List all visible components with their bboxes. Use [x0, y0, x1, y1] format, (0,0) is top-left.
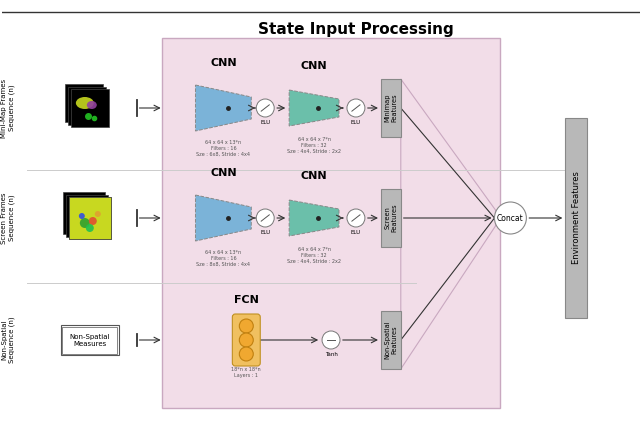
Text: Non-Spatial
Measures: Non-Spatial Measures [70, 333, 110, 346]
Circle shape [256, 209, 274, 227]
Text: 64 x 64 x 13*n
Filters : 16
Sze : 6x8, Stride : 4x4: 64 x 64 x 13*n Filters : 16 Sze : 6x8, S… [196, 140, 250, 157]
Text: Non-Spatial
Features: Non-Spatial Features [385, 321, 397, 359]
Text: Minimap
Features: Minimap Features [385, 94, 397, 123]
FancyBboxPatch shape [63, 192, 105, 234]
Text: ELU: ELU [351, 120, 361, 125]
Circle shape [86, 224, 94, 232]
FancyBboxPatch shape [68, 86, 106, 125]
FancyBboxPatch shape [69, 197, 111, 239]
Text: 64 x 64 x 13*n
Filters : 16
Sze : 8x8, Stride : 4x4: 64 x 64 x 13*n Filters : 16 Sze : 8x8, S… [196, 250, 250, 266]
FancyBboxPatch shape [65, 84, 103, 122]
Text: 18*n x 18*n
Layers : 1: 18*n x 18*n Layers : 1 [232, 367, 261, 378]
Text: Environment Features: Environment Features [572, 172, 580, 264]
Circle shape [80, 218, 90, 228]
Text: 64 x 64 x 7*n
Filters : 32
Sze : 4x4, Stride : 2x2: 64 x 64 x 7*n Filters : 32 Sze : 4x4, St… [287, 137, 341, 154]
FancyBboxPatch shape [69, 197, 111, 239]
FancyBboxPatch shape [61, 325, 118, 355]
Polygon shape [195, 195, 252, 241]
Polygon shape [195, 85, 252, 131]
Circle shape [347, 99, 365, 117]
Text: CNN: CNN [301, 171, 328, 181]
Polygon shape [401, 79, 495, 369]
Text: Concat: Concat [497, 213, 524, 223]
Polygon shape [289, 200, 339, 236]
Text: CNN: CNN [210, 58, 237, 68]
FancyBboxPatch shape [161, 38, 500, 408]
FancyBboxPatch shape [71, 89, 109, 127]
Circle shape [89, 217, 97, 225]
FancyBboxPatch shape [66, 195, 108, 237]
FancyBboxPatch shape [565, 118, 587, 318]
FancyBboxPatch shape [381, 79, 401, 137]
Text: ELU: ELU [260, 120, 270, 125]
FancyBboxPatch shape [232, 314, 260, 366]
Circle shape [256, 99, 274, 117]
Text: ELU: ELU [260, 230, 270, 235]
Circle shape [239, 347, 253, 361]
Text: Screen
Features: Screen Features [385, 204, 397, 232]
Text: 64 x 64 x 7*n
Filters : 32
Sze : 4x4, Stride : 2x2: 64 x 64 x 7*n Filters : 32 Sze : 4x4, St… [287, 247, 341, 264]
Circle shape [79, 213, 85, 219]
FancyBboxPatch shape [381, 189, 401, 247]
Polygon shape [289, 90, 339, 126]
Circle shape [239, 333, 253, 347]
Circle shape [239, 319, 253, 333]
Text: ELU: ELU [351, 230, 361, 235]
Text: CNN: CNN [301, 61, 328, 71]
FancyBboxPatch shape [381, 311, 401, 369]
Text: Tanh: Tanh [324, 352, 337, 357]
Text: Non-Spatial
Sequence (n): Non-Spatial Sequence (n) [1, 317, 15, 363]
Text: Mini-Map Frames
Sequence (n): Mini-Map Frames Sequence (n) [1, 78, 15, 138]
Circle shape [495, 202, 526, 234]
Text: Screen Frames
Sequence (n): Screen Frames Sequence (n) [1, 192, 15, 244]
Ellipse shape [76, 97, 94, 109]
Circle shape [95, 211, 100, 217]
Text: CNN: CNN [210, 168, 237, 178]
Text: State Input Processing: State Input Processing [258, 22, 454, 37]
Circle shape [347, 209, 365, 227]
Text: FCN: FCN [234, 295, 259, 305]
Circle shape [322, 331, 340, 349]
Ellipse shape [87, 101, 97, 109]
